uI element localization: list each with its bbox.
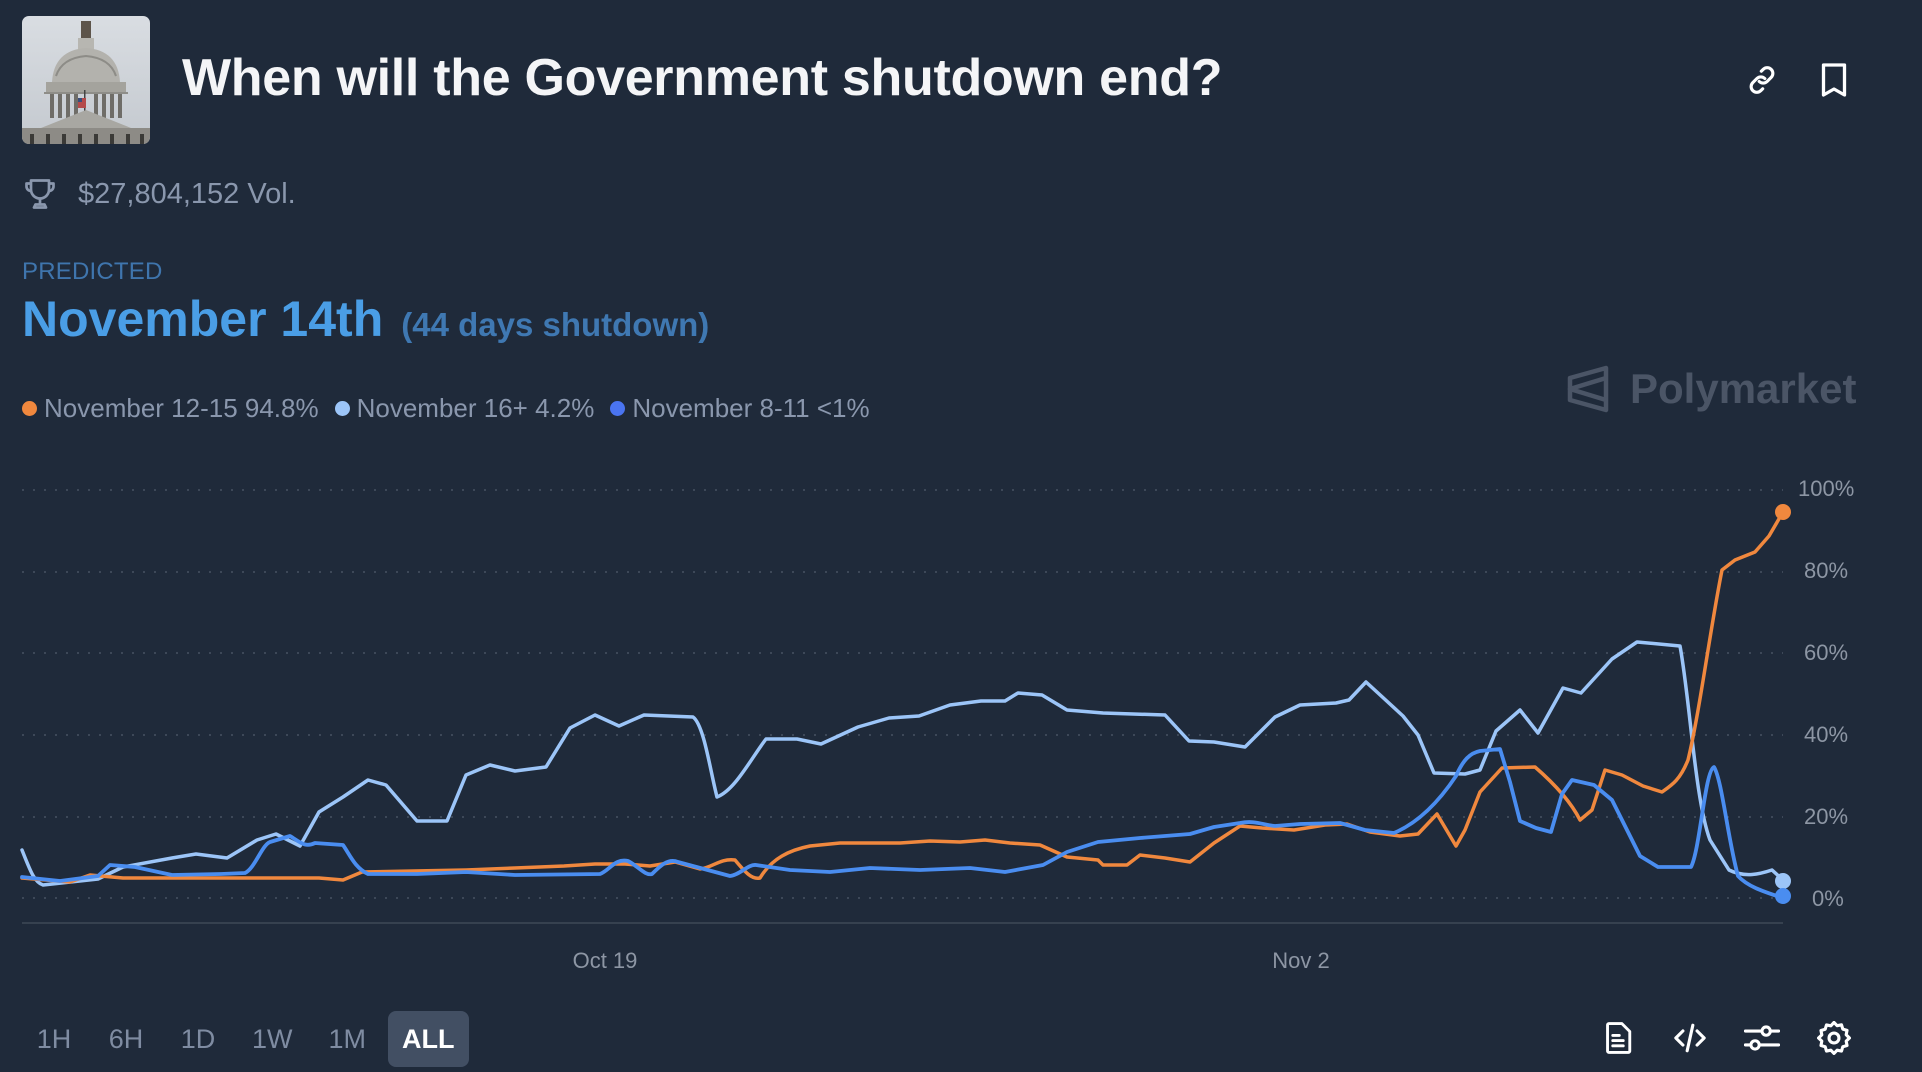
gridlines	[22, 489, 1783, 899]
link-icon	[1749, 66, 1775, 94]
volume-text: $27,804,152 Vol.	[78, 177, 296, 210]
legend-item-nov-16-plus[interactable]: November 16+ 4.2%	[334, 393, 595, 424]
legend-item-nov-8-11[interactable]: November 8-11 <1%	[610, 393, 870, 424]
market-thumbnail	[22, 16, 150, 144]
series-endpoint-nov-16-plus	[1775, 873, 1791, 889]
code-embed-icon	[1674, 1023, 1706, 1053]
polymarket-logo-icon	[1567, 365, 1609, 413]
x-tick-oct-19: Oct 19	[572, 948, 638, 973]
range-button-1d[interactable]: 1D	[180, 1023, 216, 1054]
sliders-icon	[1744, 1025, 1780, 1051]
y-tick-100: 100%	[1798, 476, 1855, 501]
predicted-row: November 14th (44 days shutdown)	[22, 290, 709, 348]
legend-label: November 12-15 94.8%	[44, 393, 319, 423]
watermark-text: Polymarket	[1630, 365, 1857, 412]
predicted-value: November 14th	[22, 291, 384, 347]
trophy-icon	[25, 179, 55, 209]
chart-settings-button[interactable]	[1814, 1018, 1854, 1058]
range-button-1w[interactable]: 1W	[252, 1023, 293, 1054]
predicted-subtitle: (44 days shutdown)	[401, 306, 710, 343]
volume-row: $27,804,152 Vol.	[22, 176, 296, 212]
legend-dot-icon	[334, 401, 350, 416]
bookmark-button[interactable]	[1814, 60, 1854, 100]
range-button-1m[interactable]: 1M	[328, 1023, 367, 1054]
copy-link-button[interactable]	[1742, 60, 1782, 100]
settings-gear-icon	[1817, 1021, 1851, 1055]
series-endpoint-nov-8-11	[1775, 888, 1791, 904]
legend-item-nov-12-15[interactable]: November 12-15 94.8%	[22, 393, 319, 424]
legend-label: November 8-11 <1%	[632, 393, 870, 423]
bookmark-icon	[1821, 63, 1847, 97]
y-tick-40: 40%	[1804, 722, 1849, 747]
rules-document-button[interactable]	[1598, 1018, 1638, 1058]
y-tick-80: 80%	[1804, 558, 1849, 583]
polymarket-watermark: Polymarket	[1566, 364, 1856, 414]
series-line-nov-8-11	[20, 747, 1785, 900]
y-tick-0: 0%	[1812, 886, 1844, 911]
range-button-all[interactable]: ALL	[388, 1011, 469, 1067]
x-tick-nov-2: Nov 2	[1272, 948, 1330, 973]
market-title: When will the Government shutdown end?	[182, 49, 1223, 107]
chart-filters-button[interactable]	[1742, 1018, 1782, 1058]
document-icon	[1606, 1022, 1632, 1054]
series-line-nov-12-15	[20, 510, 1785, 884]
embed-code-button[interactable]	[1670, 1018, 1710, 1058]
price-chart	[20, 489, 1791, 924]
series-endpoint-nov-12-15	[1775, 504, 1791, 520]
range-button-1h[interactable]: 1H	[36, 1023, 72, 1054]
legend-dot-icon	[22, 401, 37, 416]
y-tick-60: 60%	[1804, 640, 1849, 665]
series-line-nov-16-plus	[20, 640, 1785, 887]
predicted-label: PREDICTED	[22, 258, 163, 285]
legend-label: November 16+ 4.2%	[356, 393, 595, 423]
range-button-6h[interactable]: 6H	[108, 1023, 144, 1054]
y-tick-20: 20%	[1804, 804, 1849, 829]
capitol-image	[22, 16, 150, 144]
legend-dot-icon	[610, 401, 626, 416]
time-range-selector: 1H 6H 1D 1W 1M ALL	[22, 1011, 469, 1067]
chart-legend: November 12-15 94.8% November 16+ 4.2% N…	[22, 393, 870, 424]
